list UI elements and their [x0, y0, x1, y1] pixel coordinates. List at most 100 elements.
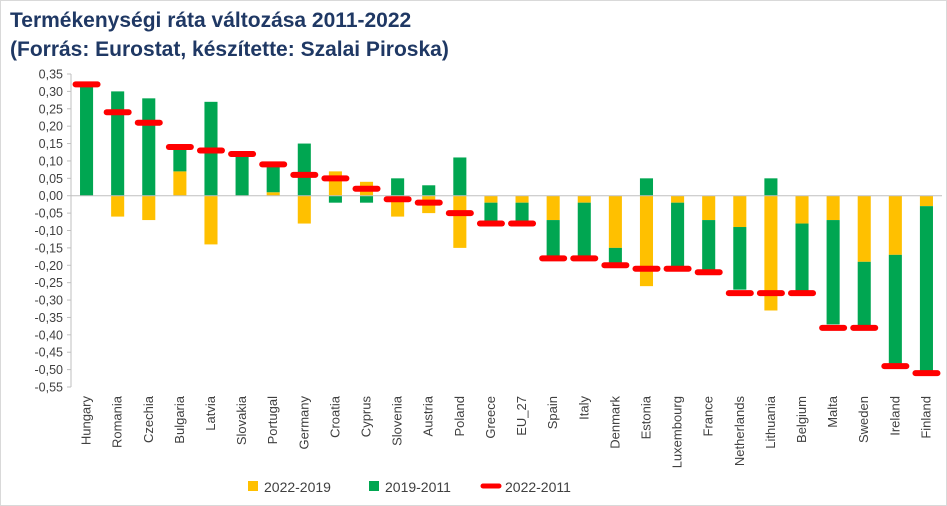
x-category-label: Portugal — [265, 396, 280, 445]
x-category-label: Germany — [296, 396, 311, 450]
x-category-label: Malta — [825, 395, 840, 428]
bar-2022-2019 — [888, 195, 902, 255]
x-category-label: Estonia — [638, 395, 653, 439]
bar-2022-2019 — [297, 195, 311, 224]
y-tick-label: 0,00 — [39, 189, 63, 203]
x-category-label: Czechia — [141, 395, 156, 443]
bar-2019-2011 — [453, 157, 467, 196]
y-tick-label: 0,20 — [39, 120, 63, 134]
chart-title-block: Termékenységi ráta változása 2011-2022 (… — [10, 6, 449, 64]
y-tick-label: -0,55 — [35, 381, 64, 395]
bar-2019-2011 — [577, 202, 591, 259]
bar-2019-2011 — [297, 143, 311, 196]
y-tick-label: 0,25 — [39, 102, 63, 116]
bar-2022-2019 — [639, 195, 654, 287]
bar-2022-2019 — [546, 195, 560, 221]
bar-2022-2019 — [173, 171, 187, 196]
bar-2022-2019 — [702, 195, 716, 221]
bar-2022-2019 — [857, 195, 871, 262]
x-category-label: Luxembourg — [670, 396, 685, 468]
bar-2022-2019 — [764, 195, 778, 311]
x-category-label: Netherlands — [732, 396, 747, 467]
chart-title: Termékenységi ráta változása 2011-2022 — [10, 9, 412, 32]
y-tick-label: 0,15 — [39, 137, 63, 151]
bar-2019-2011 — [484, 202, 498, 224]
x-category-label: Denmark — [607, 396, 622, 449]
bar-2022-2019 — [204, 195, 218, 245]
bar-2019-2011 — [733, 227, 747, 290]
x-category-label: Ireland — [887, 396, 902, 436]
bar-2022-2019 — [142, 195, 156, 221]
bar-2019-2011 — [639, 178, 654, 196]
bar-2022-2019 — [733, 195, 747, 228]
y-tick-label: -0,30 — [35, 294, 64, 308]
bar-2019-2011 — [764, 178, 778, 196]
bar-2019-2011 — [546, 220, 560, 259]
y-tick-label: -0,45 — [35, 346, 64, 360]
bar-2022-2019 — [453, 195, 467, 248]
bar-2019-2011 — [826, 220, 840, 325]
bar-2019-2011 — [235, 153, 249, 196]
bar-2019-2011 — [391, 178, 405, 196]
bar-2022-2019 — [515, 195, 529, 203]
legend-label: 2022-2019 — [264, 479, 331, 495]
bar-2022-2019 — [671, 195, 685, 203]
x-category-label: Bulgaria — [172, 395, 187, 443]
bar-2022-2019 — [328, 171, 342, 196]
x-category-label: Spain — [545, 396, 560, 429]
bar-2019-2011 — [671, 202, 685, 269]
bar-2022-2019 — [577, 195, 591, 203]
y-tick-label: -0,25 — [35, 276, 64, 290]
bar-2019-2011 — [857, 261, 871, 328]
y-tick-label: 0,30 — [39, 85, 63, 99]
y-tick-label: -0,10 — [35, 224, 64, 238]
x-category-label: Italy — [576, 396, 591, 420]
bar-2019-2011 — [888, 254, 902, 367]
x-category-label: Croatia — [327, 395, 342, 438]
x-category-label: France — [701, 396, 716, 436]
x-category-label: Lithuania — [763, 395, 778, 449]
x-category-label: Finland — [918, 396, 933, 439]
x-category-label: Slovakia — [234, 395, 249, 445]
bar-2022-2019 — [266, 192, 280, 196]
y-tick-label: 0,35 — [39, 68, 63, 82]
bar-2022-2019 — [484, 195, 498, 203]
bar-2022-2019 — [608, 195, 622, 248]
x-category-label: Latvia — [203, 395, 218, 430]
x-category-label: EU_27 — [514, 396, 529, 436]
legend-swatch — [369, 481, 379, 491]
legend-label: 2022-2011 — [505, 479, 571, 495]
bar-2019-2011 — [608, 247, 622, 266]
bar-2019-2011 — [515, 202, 529, 224]
bar-2019-2011 — [328, 195, 342, 203]
y-tick-label: -0,40 — [35, 328, 64, 342]
y-tick-label: 0,05 — [39, 172, 63, 186]
bar-2022-2019 — [919, 195, 933, 207]
x-category-label: Sweden — [856, 396, 871, 443]
bar-2022-2019 — [826, 195, 840, 221]
x-category-label: Greece — [483, 396, 498, 439]
x-category-label: Slovenia — [390, 395, 405, 446]
y-tick-label: -0,05 — [35, 207, 64, 221]
x-category-label: Poland — [452, 396, 467, 436]
bar-2019-2011 — [80, 84, 94, 196]
y-tick-label: -0,35 — [35, 311, 64, 325]
bar-2019-2011 — [359, 195, 374, 203]
bar-2019-2011 — [422, 185, 436, 196]
x-category-label: Cyprus — [359, 396, 374, 438]
x-category-label: Belgium — [794, 396, 809, 443]
y-tick-label: -0,50 — [35, 363, 64, 377]
bar-2022-2019 — [111, 195, 125, 217]
bar-2019-2011 — [111, 91, 125, 196]
y-tick-label: -0,20 — [35, 259, 64, 273]
bar-2019-2011 — [173, 147, 187, 172]
legend-swatch — [248, 481, 258, 491]
bar-2019-2011 — [266, 164, 280, 193]
y-tick-label: 0,10 — [39, 154, 63, 168]
bar-2019-2011 — [919, 206, 933, 374]
bar-2019-2011 — [142, 98, 156, 196]
x-category-label: Hungary — [79, 396, 94, 446]
bar-2019-2011 — [702, 220, 716, 273]
